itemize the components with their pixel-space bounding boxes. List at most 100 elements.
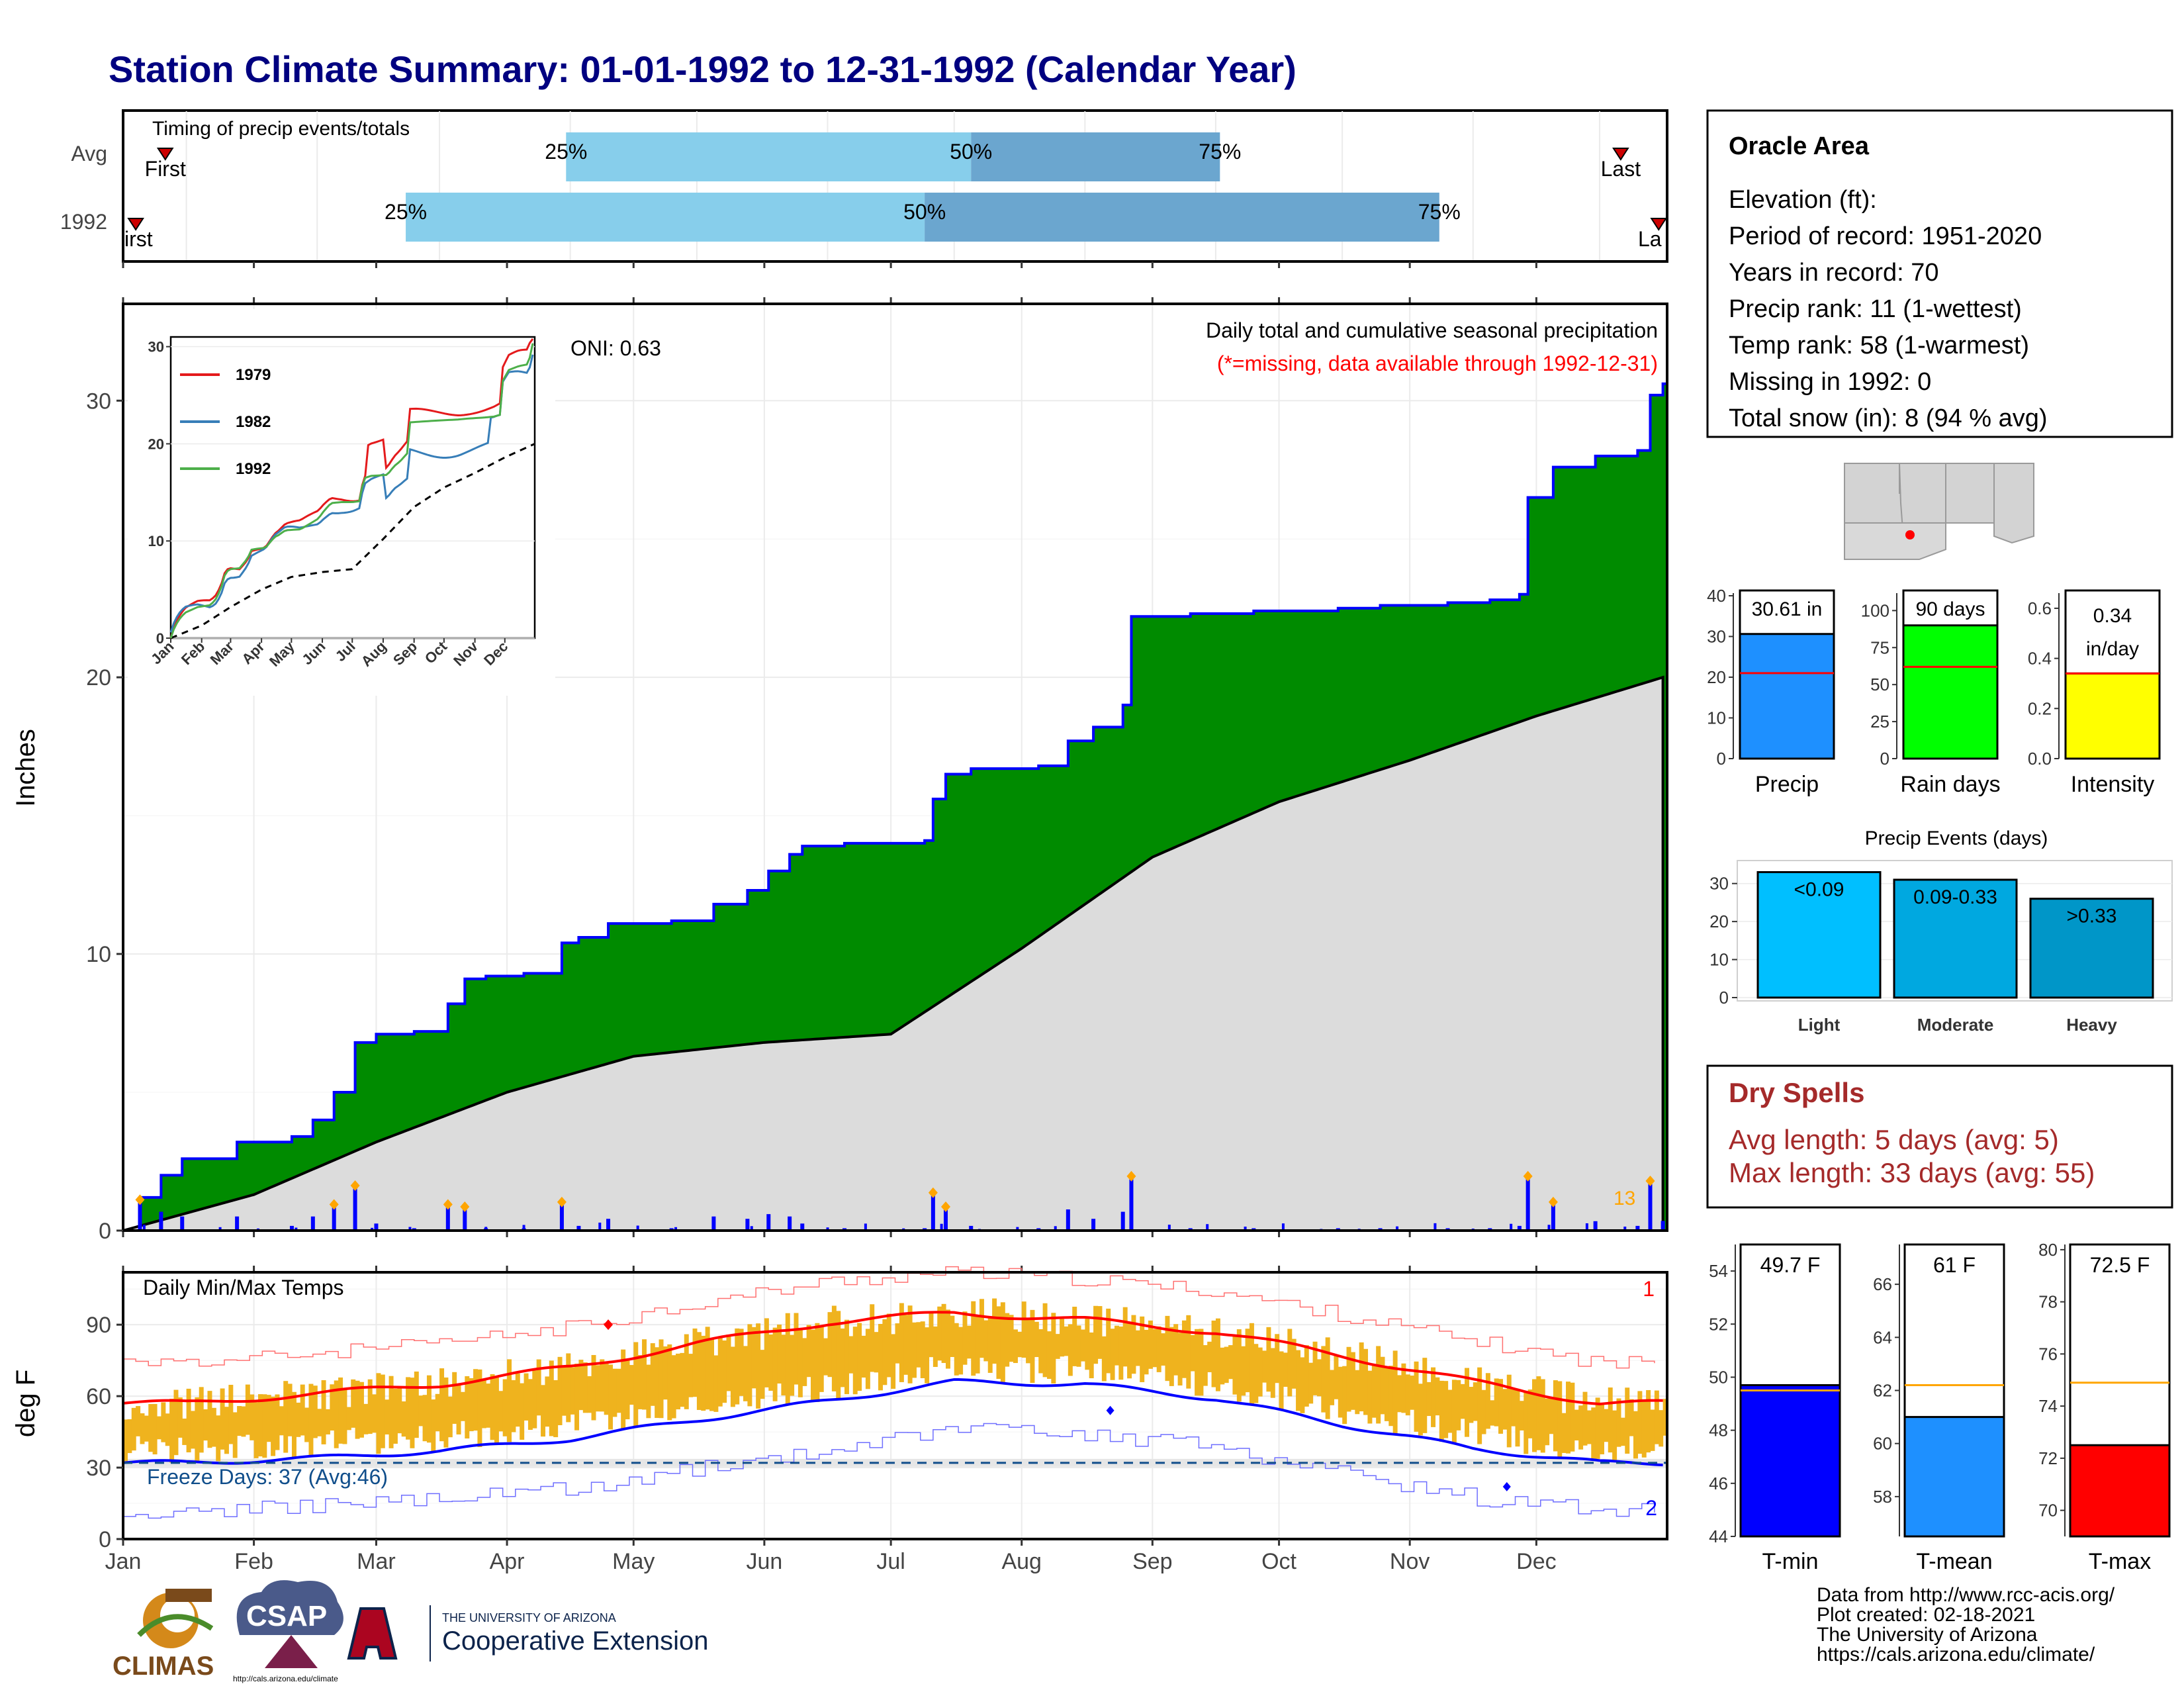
daily-precip-bar (445, 1207, 450, 1231)
daily-temp-bar (1359, 1342, 1364, 1412)
daily-temp-bar (916, 1322, 921, 1368)
daily-temp-bar (878, 1323, 883, 1391)
daily-temp-bar (549, 1360, 554, 1436)
y-tick-label: 30 (86, 1456, 111, 1481)
daily-temp-bar (426, 1375, 432, 1443)
daily-temp-bar (494, 1376, 499, 1445)
daily-temp-bar (1384, 1368, 1389, 1421)
daily-temp-bar (747, 1324, 752, 1407)
daily-precip-bar (408, 1227, 412, 1231)
daily-temp-bar (1527, 1389, 1533, 1438)
summary-bar-charts: 0 10 20 30 40 30.61 in Precip 0 25 50 75 100 90 days… (1707, 586, 2161, 797)
daily-temp-bar (756, 1323, 761, 1409)
y-tick-label: 58 (1873, 1487, 1892, 1507)
month-tick-label: Apr (490, 1549, 525, 1574)
daily-temp-bar (911, 1322, 917, 1378)
daily-temp-bar (574, 1364, 580, 1430)
daily-temp-bar (1013, 1329, 1018, 1364)
dry-spells-avg: Avg length: 5 days (avg: 5) (1729, 1124, 2059, 1155)
daily-temp-bar (899, 1303, 904, 1382)
daily-precip-bar (1623, 1227, 1627, 1231)
daily-temp-bar (1511, 1389, 1516, 1427)
y-tick-label: 20 (1707, 667, 1726, 687)
timing-panel: Timing of precip events/totals Avg 1992 … (60, 109, 1668, 304)
timing-label: Timing of precip events/totals (152, 118, 410, 140)
daily-temp-bar (983, 1320, 989, 1362)
daily-temp-bar (291, 1391, 296, 1458)
daily-temp-bar (1604, 1409, 1609, 1442)
y-tick-label: 0.6 (2028, 598, 2052, 618)
daily-temp-bar (224, 1407, 229, 1454)
csap-logo-text: CSAP (246, 1600, 327, 1632)
daily-temp-bar (1431, 1367, 1436, 1427)
daily-temp-bar (553, 1380, 559, 1438)
daily-temp-bar (182, 1418, 187, 1445)
y-tick-label: 80 (2038, 1240, 2058, 1260)
info-line: Elevation (ft): (1729, 186, 1877, 214)
daily-precip-bar (1510, 1223, 1513, 1231)
daily-temp-bar (1422, 1358, 1428, 1433)
value-bar (2064, 672, 2161, 760)
inset-y-tick-label: 30 (148, 339, 164, 355)
ua-small-text: THE UNIVERSITY OF ARIZONA (442, 1611, 616, 1624)
daily-precip-bar (1517, 1225, 1522, 1231)
daily-temp-bar (1392, 1350, 1398, 1434)
daily-temp-bar (220, 1388, 225, 1450)
bar-category-label: Intensity (2071, 772, 2155, 797)
daily-precip-bar (1091, 1219, 1096, 1231)
y-tick-label: 0 (1719, 988, 1729, 1008)
y-tick-label: 0 (99, 1219, 111, 1244)
daily-temp-bar (637, 1355, 643, 1409)
daily-temp-bar (1220, 1347, 1225, 1385)
daily-temp-bar (498, 1391, 504, 1432)
daily-temp-bar (696, 1332, 702, 1410)
daily-temp-bar (1549, 1398, 1554, 1434)
daily-temp-bar (726, 1335, 731, 1391)
record-low-marker (1106, 1405, 1115, 1415)
daily-temp-bar (266, 1395, 271, 1442)
daily-temp-bar (245, 1384, 250, 1435)
daily-temp-bar (279, 1406, 284, 1436)
daily-temp-bar (1009, 1315, 1014, 1362)
daily-temp-bar (903, 1315, 909, 1375)
daily-temp-bar (1376, 1346, 1381, 1424)
heavy-day-marker (928, 1187, 938, 1198)
temp-y-label: deg F (11, 1370, 40, 1437)
daily-temp-bar (595, 1365, 600, 1412)
daily-precip-bar (142, 1225, 146, 1231)
csap-logo: CSAP http://cals.arizona.edu/climate (233, 1580, 343, 1683)
daily-temp-bar (954, 1323, 959, 1376)
dry-spells-title: Dry Spells (1729, 1077, 1864, 1108)
daily-temp-bar (578, 1360, 584, 1411)
daily-temp-bar (566, 1353, 571, 1423)
daily-temp-bar (861, 1335, 866, 1378)
daily-temp-bar (1241, 1346, 1246, 1396)
daily-precip-bar (446, 1223, 449, 1231)
daily-temp-bar (1641, 1400, 1647, 1458)
last-event-marker (1650, 218, 1668, 231)
daily-temp-bar (1046, 1331, 1052, 1380)
y-tick-label: 0 (1880, 749, 1889, 769)
daily-temp-bar (211, 1407, 216, 1447)
daily-precip-bar (826, 1227, 829, 1231)
precip-panel: Inches 0 10 20 30 Daily total and cumulativ… (11, 303, 1668, 1272)
y-tick-label: 30 (1707, 627, 1726, 647)
y-tick-label: 78 (2038, 1292, 2058, 1312)
bar-category-label: Precip (1755, 772, 1819, 797)
daily-temp-bar (1481, 1389, 1486, 1434)
y-tick-label: 50 (1709, 1367, 1728, 1387)
daily-temp-bar (1536, 1376, 1541, 1450)
daily-temp-bar (966, 1325, 972, 1359)
daily-temp-bar (1473, 1382, 1478, 1421)
daily-temp-bar (1076, 1325, 1081, 1367)
daily-temp-bar (502, 1379, 508, 1436)
daily-precip-bar (800, 1223, 805, 1231)
daily-temp-bar (1085, 1317, 1090, 1370)
y-tick-label: 50 (1870, 675, 1889, 694)
daily-temp-bar (536, 1359, 541, 1416)
daily-temp-bar (321, 1380, 326, 1444)
daily-temp-bar (490, 1374, 495, 1440)
daily-temp-bar (1308, 1362, 1314, 1404)
daily-temp-bar (844, 1319, 849, 1395)
dry-spells-box: Dry Spells Avg length: 5 days (avg: 5) M… (1706, 1064, 2173, 1209)
